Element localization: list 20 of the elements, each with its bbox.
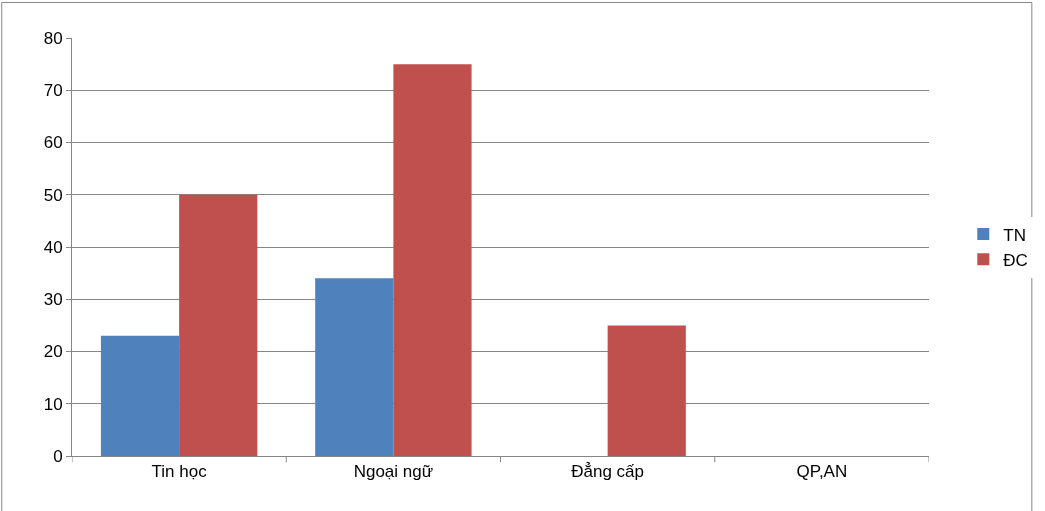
x-tick-label: QP,AN (796, 462, 848, 482)
y-tick-label: 70 (43, 81, 63, 101)
x-tick-label: Tin học (151, 462, 208, 482)
y-tick-label: 80 (43, 28, 63, 48)
y-tick-label: 10 (43, 394, 63, 414)
x-tick-label: Ngoại ngữ (353, 462, 434, 482)
bar (179, 194, 258, 456)
legend-label: TN (1003, 225, 1026, 245)
bar (315, 278, 394, 456)
y-tick-label: 0 (53, 446, 63, 466)
y-tick-label: 20 (43, 342, 63, 362)
bar (393, 64, 472, 456)
y-tick-label: 40 (43, 237, 63, 257)
bar (100, 335, 180, 456)
x-tick-label: Đẳng cấp (571, 462, 645, 482)
bar (607, 325, 686, 456)
legend-label: ĐC (1003, 250, 1028, 270)
y-tick-label: 30 (43, 290, 63, 310)
y-tick-label: 50 (43, 185, 63, 205)
y-tick-label: 60 (43, 133, 63, 153)
